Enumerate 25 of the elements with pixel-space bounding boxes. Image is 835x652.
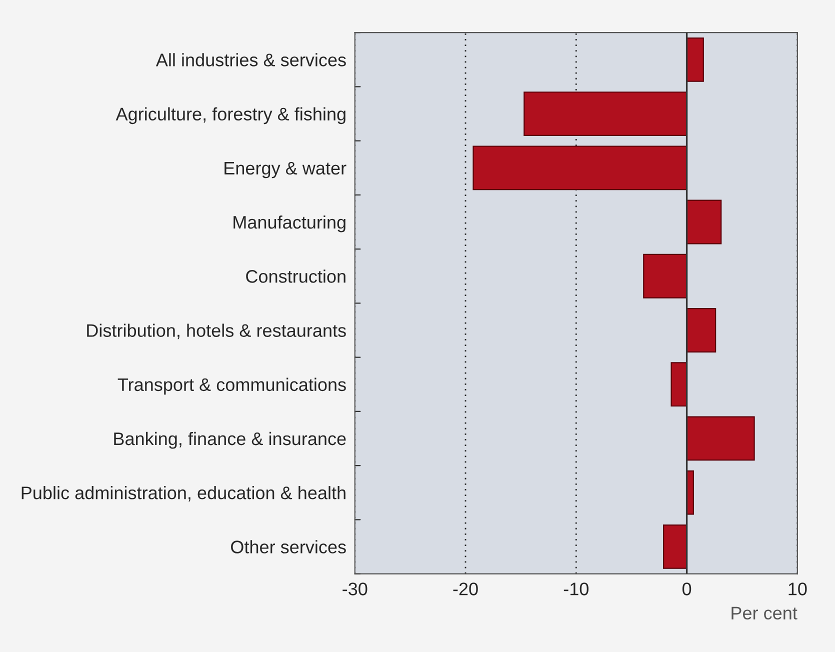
bar [686, 200, 722, 244]
x-axis-title: Per cent [732, 606, 798, 620]
bar [670, 362, 688, 407]
bar [686, 37, 704, 82]
bar [663, 524, 688, 569]
y-tick-label: Public administration, education & health [22, 486, 346, 502]
x-tick-label: 10 [788, 582, 807, 596]
x-tick-label: -10 [564, 582, 588, 596]
bar [686, 308, 716, 352]
bar [686, 416, 755, 461]
bar [643, 254, 688, 298]
y-tick-label: Energy & water [224, 162, 346, 178]
y-tick-label: All industries & services [156, 53, 346, 66]
y-tick-label: Construction [246, 270, 346, 283]
x-tick-label: 0 [682, 582, 692, 596]
x-tick-label: -20 [453, 582, 478, 596]
y-tick-label: Banking, finance & insurance [114, 432, 346, 449]
x-tick-label: -30 [342, 582, 368, 596]
y-tick-label: Transport & communications [118, 378, 346, 395]
y-tick-label: Agriculture, forestry & fishing [116, 107, 346, 124]
bar [472, 146, 688, 190]
y-tick-label: Other services [231, 540, 346, 554]
y-tick-label: Manufacturing [234, 215, 346, 232]
y-tick-label: Distribution, hotels & restaurants [87, 324, 346, 340]
bar [524, 92, 688, 136]
